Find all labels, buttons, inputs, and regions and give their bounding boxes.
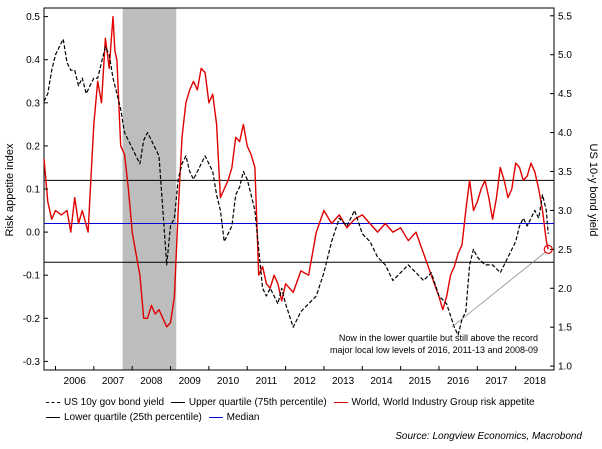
- left-tick-label: 0.3: [26, 98, 40, 109]
- right-axis: 5.5 5.0 4.5 4.0 3.5 3.0 2.5 2.0 1.5 1.0: [550, 11, 572, 373]
- right-axis-title: US 10-y bond yield: [587, 144, 599, 237]
- right-tick-label: 2.0: [558, 284, 572, 295]
- source-note: Source: Longview Economics, Macrobond: [395, 431, 582, 442]
- right-tick-label: 1.0: [558, 362, 572, 373]
- x-tick-label: 2017: [485, 376, 508, 387]
- legend-label: US 10y gov bond yield: [64, 397, 165, 408]
- left-tick-label: -0.3: [23, 357, 41, 368]
- x-tick-label: 2007: [102, 376, 125, 387]
- annotation-text-line-1: Now in the lower quartile but still abov…: [339, 333, 538, 343]
- right-tick-label: 5.5: [558, 11, 572, 22]
- annotation-pointer: [451, 252, 546, 328]
- left-axis: 0.5 0.4 0.3 0.2 0.1 0.0 -0.1 -0.2 -0.3: [23, 12, 48, 368]
- legend-label: Upper quartile (75th percentile): [188, 397, 327, 408]
- left-tick-label: 0.2: [26, 141, 40, 152]
- left-tick-label: 0.0: [26, 228, 40, 239]
- legend-item-bond-yield: US 10y gov bond yield: [46, 397, 164, 408]
- legend-item-median: Median: [208, 412, 260, 423]
- legend-swatch: [170, 402, 185, 403]
- right-tick-label: 1.5: [558, 323, 572, 334]
- quartile-lines: [44, 179, 554, 263]
- x-tick-label: 2008: [140, 376, 163, 387]
- x-axis: 2006 2007 2008 2009 2010 2011 2012 2013 2014 2015…: [55, 366, 547, 387]
- left-tick-label: 0.4: [26, 55, 40, 66]
- chart-svg: 0.5 0.4 0.3 0.2 0.1 0.0 -0.1 -0.2 -0.3 5.5 5.0 4.5…: [4, 7, 599, 387]
- x-tick-label: 2009: [179, 376, 202, 387]
- legend-row-2: Lower quartile (25th percentile) Median: [46, 410, 263, 423]
- annotation-text-line-2: major local low levels of 2016, 2011-13 …: [330, 345, 538, 355]
- right-tick-label: 2.5: [558, 245, 572, 256]
- left-tick-label: 0.1: [26, 185, 40, 196]
- legend-swatch: [46, 417, 60, 418]
- recession-shading: [122, 8, 177, 370]
- left-axis-title: Risk appetite index: [4, 143, 16, 236]
- bond-yield-line: [43, 38, 549, 336]
- legend-swatch: [208, 417, 223, 418]
- x-tick-label: 2013: [332, 376, 355, 387]
- legend-swatch: [333, 402, 348, 403]
- left-tick-label: -0.1: [23, 271, 41, 282]
- legend-item-risk-appetite: World, World Industry Group risk appetit…: [333, 397, 535, 408]
- x-tick-label: 2018: [524, 376, 547, 387]
- recession-shade: [122, 8, 177, 370]
- x-tick-label: 2006: [64, 376, 87, 387]
- x-tick-label: 2014: [370, 376, 393, 387]
- right-tick-label: 5.0: [558, 50, 572, 61]
- legend-row-1: US 10y gov bond yield Upper quartile (75…: [46, 395, 539, 408]
- x-tick-label: 2015: [409, 376, 432, 387]
- risk-appetite-line: [43, 15, 549, 328]
- x-tick-label: 2010: [217, 376, 240, 387]
- left-tick-label: -0.2: [23, 314, 41, 325]
- series-lines: [43, 15, 549, 336]
- right-tick-label: 3.0: [558, 206, 572, 217]
- x-tick-label: 2012: [294, 376, 317, 387]
- right-tick-label: 3.5: [558, 167, 572, 178]
- right-tick-label: 4.5: [558, 89, 572, 100]
- x-tick-label: 2011: [256, 376, 278, 387]
- legend-swatch: [46, 402, 60, 403]
- legend-item-lower-quartile: Lower quartile (25th percentile): [46, 412, 202, 423]
- legend-label: Median: [226, 412, 260, 423]
- left-tick-label: 0.5: [26, 12, 40, 23]
- annotation-marker: [543, 244, 553, 254]
- x-tick-label: 2016: [447, 376, 470, 387]
- annotation: Now in the lower quartile but still abov…: [330, 244, 553, 355]
- legend-item-upper-quartile: Upper quartile (75th percentile): [170, 397, 327, 408]
- legend-label: World, World Industry Group risk appetit…: [351, 397, 535, 408]
- right-tick-label: 4.0: [558, 128, 572, 139]
- legend-label: Lower quartile (25th percentile): [64, 412, 202, 423]
